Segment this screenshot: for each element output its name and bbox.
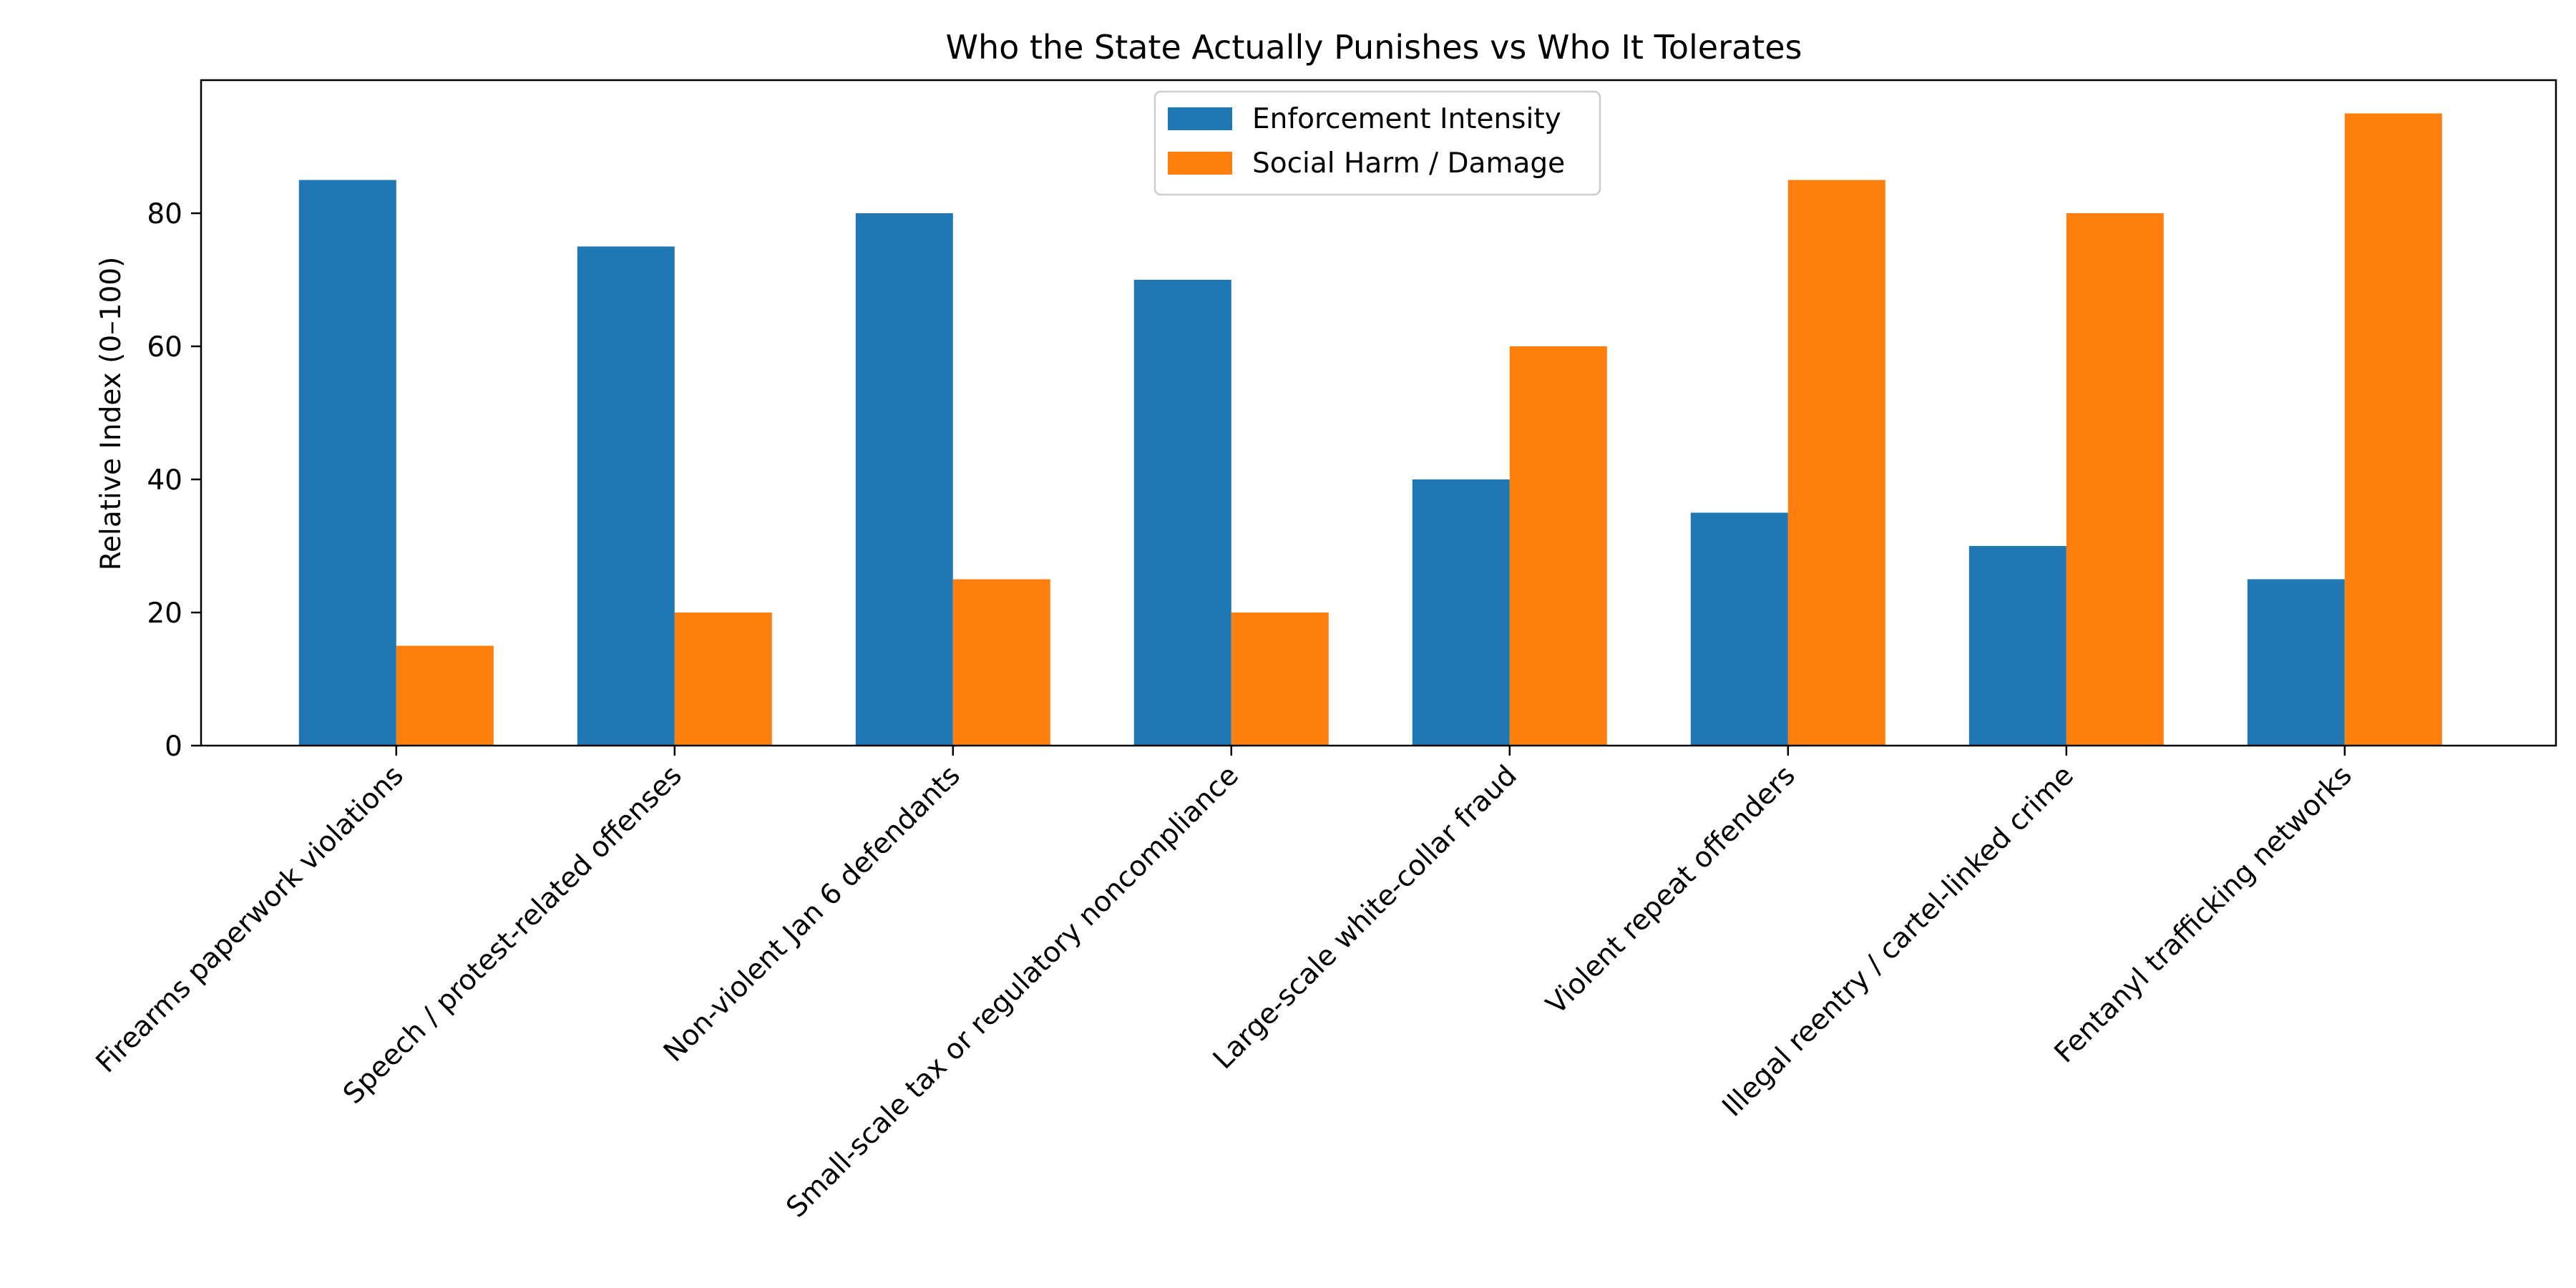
- y-tick-label: 40: [147, 464, 182, 497]
- bar-social-harm-2: [952, 579, 1050, 746]
- bar-social-harm-7: [2344, 113, 2442, 746]
- legend-swatch-social-harm: [1168, 152, 1232, 175]
- bar-social-harm-4: [1509, 346, 1607, 746]
- y-tick-label: 20: [147, 597, 182, 630]
- bar-enforcement-5: [1690, 512, 1788, 746]
- bar-enforcement-4: [1412, 479, 1510, 746]
- plot-frame: [200, 79, 2557, 747]
- bar-social-harm-1: [674, 613, 772, 746]
- y-tick-label: 0: [165, 731, 182, 763]
- bar-enforcement-7: [2247, 579, 2345, 746]
- y-tick-label: 80: [147, 198, 182, 230]
- y-ticks: 0 20 40 60 80: [147, 198, 201, 763]
- legend-box: [1153, 90, 1601, 196]
- bar-social-harm-0: [396, 645, 494, 746]
- y-axis-label: Relative Index (0–100): [95, 257, 127, 571]
- x-tick-label: Violent repeat offenders: [1540, 759, 1801, 1020]
- x-tick-label: Firearms paperwork violations: [90, 759, 410, 1079]
- x-tick-label: Speech / protest-related offenses: [337, 759, 688, 1111]
- y-tick-label: 60: [147, 331, 182, 364]
- x-tick-label: Illegal reentry / cartel-linked crime: [1717, 759, 2080, 1123]
- x-tick-label: Small-scale tax or regulatory noncomplia…: [780, 759, 1244, 1224]
- bar-enforcement-2: [855, 213, 953, 746]
- bar-enforcement-6: [1968, 546, 2067, 746]
- chart-title: Who the State Actually Punishes vs Who I…: [945, 28, 1802, 67]
- legend-swatch-enforcement: [1168, 107, 1232, 130]
- bar-enforcement-3: [1133, 280, 1231, 746]
- bar-social-harm-6: [2066, 213, 2164, 746]
- bar-enforcement-0: [298, 180, 396, 746]
- legend-label-social-harm: Social Harm / Damage: [1252, 147, 1565, 180]
- legend: Enforcement Intensity Social Harm / Damag…: [1153, 90, 1601, 196]
- bar-enforcement-1: [577, 246, 675, 746]
- x-tick-label: Large-scale white-collar fraud: [1207, 759, 1523, 1075]
- x-tick-label: Non-violent Jan 6 defendants: [658, 759, 967, 1068]
- bar-social-harm-5: [1787, 180, 1885, 746]
- x-tick-label: Fentanyl trafficking networks: [2049, 759, 2358, 1069]
- bar-social-harm-3: [1231, 613, 1329, 746]
- bars-group: [298, 113, 2442, 746]
- legend-label-enforcement: Enforcement Intensity: [1252, 103, 1561, 135]
